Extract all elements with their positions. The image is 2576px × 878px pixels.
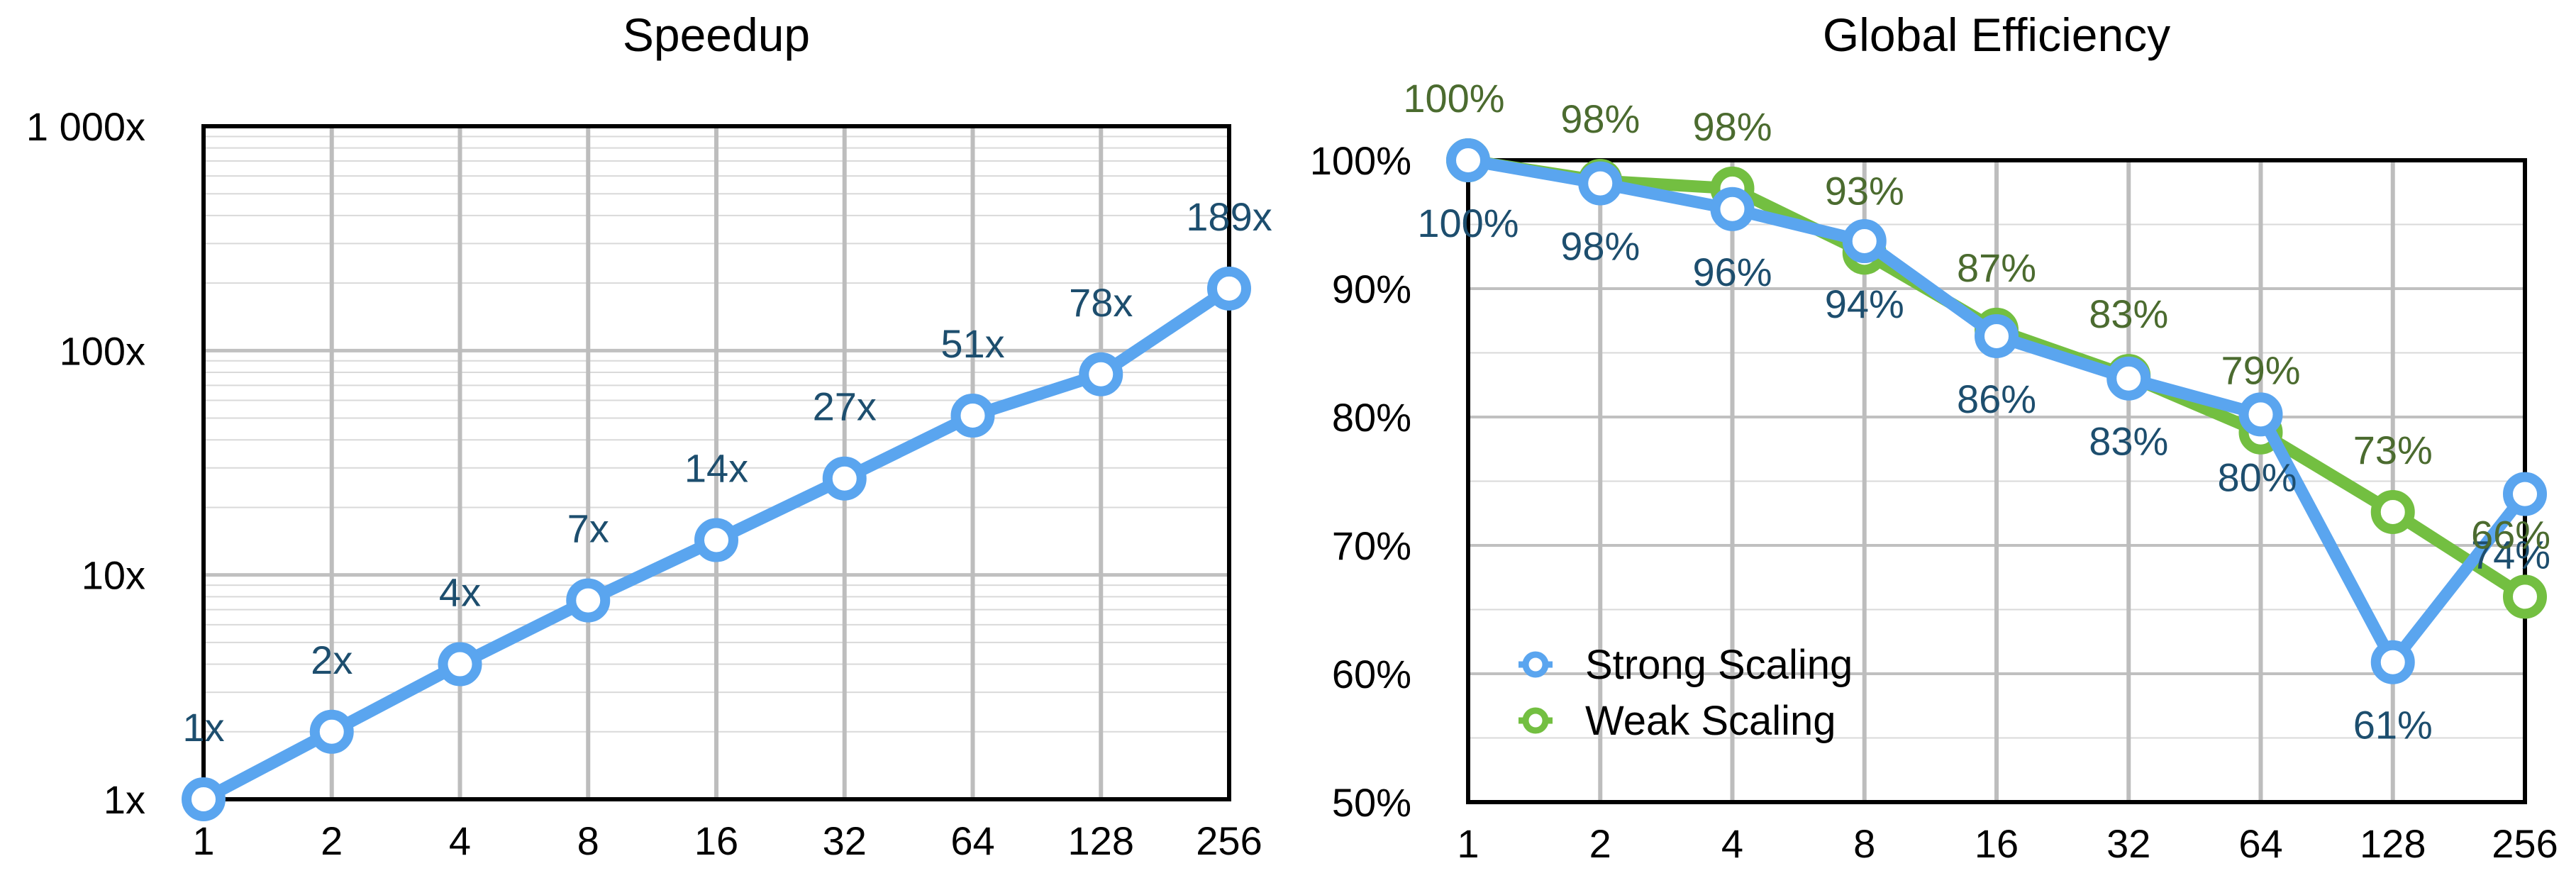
y-tick-label: 60% (1332, 652, 1411, 696)
data-point-marker (2370, 640, 2415, 684)
data-label: 80% (2217, 455, 2297, 499)
speedup-plot-frame (201, 124, 1231, 801)
data-point-marker (1446, 138, 1490, 182)
y-tick-label: 1 000x (26, 104, 145, 149)
data-label: 98% (1560, 224, 1640, 269)
data-point-marker (309, 709, 354, 754)
speedup-title: Speedup (623, 9, 810, 61)
legend-item-weak-scaling: Weak Scaling (1519, 698, 1836, 744)
x-tick-label: 64 (2238, 821, 2282, 866)
data-label: 1x (182, 705, 224, 750)
data-point-marker (1975, 313, 2019, 358)
speedup-chart: 1 2 4 8 16 32 64 128 256 1x 10x 100x 1 000x 1x 2x 4x 7… (26, 9, 1272, 863)
x-tick-label: 128 (2360, 821, 2426, 866)
data-point-marker (438, 642, 482, 687)
x-tick-label: 2 (321, 818, 343, 863)
data-label: 93% (1825, 168, 1904, 213)
x-tick-label: 64 (950, 818, 994, 863)
y-tick-label: 80% (1332, 395, 1411, 440)
data-point-marker (182, 777, 226, 821)
data-point-marker (1842, 219, 1887, 264)
data-label: 74% (2471, 533, 2550, 577)
efficiency-series (1446, 138, 2547, 684)
data-point-marker (566, 578, 611, 623)
data-label: 73% (2353, 428, 2433, 472)
legend-item-strong-scaling: Strong Scaling (1519, 642, 1853, 688)
x-tick-label: 16 (694, 818, 738, 863)
efficiency-data-labels: 100% 98% 96% 94% 86% 83% 80% 61% 74% 100% 98% 98% 93… (1403, 76, 2550, 748)
data-point-marker (822, 456, 867, 501)
data-point-marker (694, 518, 738, 562)
data-label: 83% (2089, 419, 2168, 464)
legend-label-strong-scaling: Strong Scaling (1585, 642, 1853, 688)
data-label: 100% (1403, 76, 1504, 121)
data-label: 27x (813, 384, 877, 429)
y-tick-label: 10x (82, 553, 145, 598)
speedup-series (182, 266, 1251, 821)
efficiency-title: Global Efficiency (1823, 9, 2170, 61)
data-label: 2x (311, 638, 352, 682)
data-label: 83% (2089, 291, 2168, 336)
data-point-marker (1079, 352, 1123, 396)
data-label: 98% (1560, 96, 1640, 141)
y-tick-label: 100x (60, 328, 145, 373)
y-tick-label: 70% (1332, 523, 1411, 568)
speedup-data-labels: 1x 2x 4x 7x 14x 27x 51x 78x 189x (182, 194, 1272, 750)
efficiency-chart: 1 2 4 8 16 32 64 128 256 50%60%70%80%90%100% 100… (1310, 9, 2558, 866)
data-label: 66% (2471, 512, 2550, 557)
data-label: 61% (2353, 703, 2433, 748)
y-tick-label: 1x (104, 777, 145, 822)
data-point-marker (2106, 356, 2151, 401)
speedup-x-ticks: 1 2 4 8 16 32 64 128 256 (192, 818, 1262, 863)
data-label: 100% (1417, 201, 1519, 245)
y-tick-label: 100% (1310, 138, 1411, 183)
y-tick-label: 90% (1332, 267, 1411, 311)
y-tick-label: 50% (1332, 780, 1411, 825)
data-label: 94% (1825, 282, 1904, 326)
efficiency-y-ticks: 50% 60% 70% 80% 90% 100% (1310, 138, 1411, 825)
x-tick-label: 128 (1068, 818, 1134, 863)
x-tick-label: 8 (1853, 821, 1875, 866)
data-label: 51x (940, 321, 1004, 366)
data-label: 87% (1957, 245, 2036, 290)
data-point-marker (2370, 489, 2415, 534)
x-tick-label: 1 (1457, 821, 1479, 866)
x-tick-label: 32 (2106, 821, 2150, 866)
data-label: 79% (2221, 348, 2300, 393)
legend-marker-strong (1522, 651, 1549, 678)
efficiency-x-ticks: 1 2 4 8 16 32 64 128 256 (1457, 821, 2558, 866)
x-tick-label: 8 (577, 818, 599, 863)
x-tick-label: 256 (2492, 821, 2558, 866)
data-label: 4x (439, 570, 481, 615)
data-label: 86% (1957, 377, 2036, 421)
data-point-marker (2503, 472, 2547, 516)
data-point-marker (1207, 266, 1251, 311)
x-tick-label: 1 (192, 818, 214, 863)
data-point-marker (950, 394, 995, 438)
data-point-marker (1578, 161, 1623, 206)
data-label: 14x (684, 446, 748, 491)
data-point-marker (1710, 187, 1755, 231)
x-tick-label: 4 (1721, 821, 1743, 866)
data-label: 189x (1186, 194, 1272, 239)
data-point-marker (2503, 574, 2547, 619)
x-tick-label: 2 (1589, 821, 1611, 866)
speedup-y-ticks: 1x 10x 100x 1 000x (26, 104, 145, 822)
x-tick-label: 256 (1196, 818, 1262, 863)
data-point-marker (2238, 392, 2283, 437)
data-label: 96% (1692, 250, 1772, 294)
x-tick-label: 4 (449, 818, 471, 863)
data-label: 78x (1069, 280, 1133, 325)
legend-marker-weak (1522, 707, 1549, 734)
data-label: 7x (567, 506, 609, 551)
data-label: 98% (1692, 104, 1772, 149)
legend-label-weak-scaling: Weak Scaling (1585, 698, 1836, 744)
x-tick-label: 32 (823, 818, 867, 863)
x-tick-label: 16 (1975, 821, 2019, 866)
efficiency-legend: Strong Scaling Weak Scaling (1519, 642, 1853, 744)
